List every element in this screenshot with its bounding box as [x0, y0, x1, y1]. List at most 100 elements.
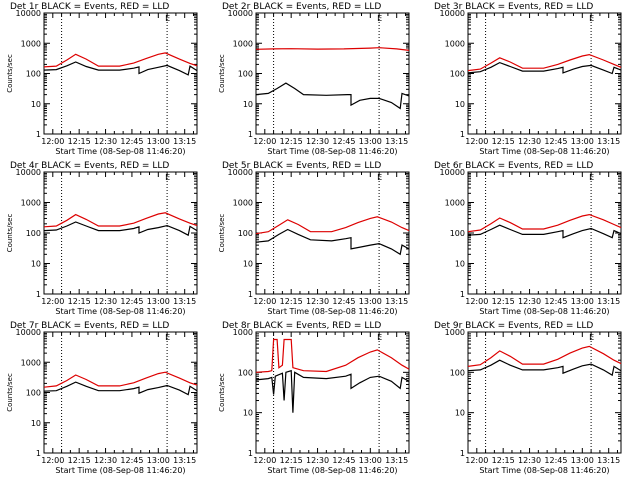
x-tick-label: 12:15: [280, 456, 303, 465]
y-axis-label: Counts/sec: [218, 54, 226, 93]
x-tick-label: 12:45: [544, 137, 567, 146]
y-tick-label: 10000: [16, 9, 41, 18]
x-tick-label: 12:45: [120, 137, 143, 146]
x-tick-label: 12:00: [253, 137, 276, 146]
panel-title: Det 9r BLACK = Events, RED = LLD: [434, 321, 593, 331]
panel-det-2: Det 2r BLACK = Events, RED = LLD 1 10 100 10…: [218, 2, 410, 156]
x-axis-label: Start Time (08-Sep-08 11:46:20): [55, 307, 185, 316]
series-events-black: [467, 224, 622, 239]
panel-det-1: Det 1r BLACK = Events, RED = LLD 1 10 100 10…: [6, 2, 198, 156]
x-tick-label: 12:00: [41, 297, 64, 306]
x-tick-label: 12:00: [41, 137, 64, 146]
y-tick-label: 1: [460, 449, 465, 458]
x-tick-label: 13:15: [385, 456, 408, 465]
y-tick-label: 10: [31, 419, 41, 428]
x-tick-label: 12:30: [94, 297, 117, 306]
x-axis-label: Start Time (08-Sep-08 11:46:20): [55, 466, 185, 475]
y-tick-label: 100: [26, 389, 41, 398]
y-tick-label: 1: [460, 290, 465, 299]
y-tick-label: 100: [26, 229, 41, 238]
panel-det-5: Det 5r BLACK = Events, RED = LLD 1 10 100 10…: [218, 161, 410, 316]
series-events-black: [43, 381, 198, 396]
x-axis-label: Start Time (08-Sep-08 11:46:20): [479, 466, 609, 475]
x-tick-label: 12:00: [253, 297, 276, 306]
series-lld-red: [467, 53, 622, 72]
series-lld-red: [43, 52, 198, 68]
y-axis-label: Counts/sec: [6, 54, 14, 93]
panel-title: Det 6r BLACK = Events, RED = LLD: [434, 161, 593, 171]
x-tick-label: 12:30: [306, 137, 329, 146]
y-axis-label: Counts/sec: [6, 373, 14, 412]
series-lld-red: [255, 338, 410, 373]
y-axis-label: Counts/sec: [6, 214, 14, 253]
y-tick-label: 1: [36, 290, 41, 299]
x-tick-label: 12:00: [253, 456, 276, 465]
panel-title: Det 3r BLACK = Events, RED = LLD: [434, 2, 593, 12]
x-tick-label: 13:00: [147, 297, 170, 306]
y-tick-label: 100: [238, 70, 253, 79]
plot-frame: [255, 331, 410, 454]
plot-frame: [255, 171, 410, 295]
y-tick-label: 100: [450, 368, 465, 377]
y-axis-label: Counts/sec: [218, 373, 226, 412]
panel-title: Det 5r BLACK = Events, RED = LLD: [222, 161, 381, 171]
panel-det-9: Det 9r BLACK = Events, RED = LLD 1 10 100 10…: [434, 321, 622, 475]
x-tick-label: 13:00: [359, 297, 382, 306]
e-marker: E: [589, 333, 594, 342]
y-tick-label: 10: [455, 260, 465, 269]
y-tick-label: 10: [455, 100, 465, 109]
series-lld-red: [43, 371, 198, 388]
panel-title: Det 1r BLACK = Events, RED = LLD: [10, 2, 169, 12]
x-tick-label: 12:15: [492, 297, 515, 306]
x-axis-label: Start Time (08-Sep-08 11:46:20): [267, 307, 397, 316]
panel-det-6: Det 6r BLACK = Events, RED = LLD 1 10 100 10…: [434, 161, 622, 316]
plot-frame: [255, 12, 410, 135]
series-events-black: [255, 369, 410, 413]
x-tick-label: 13:00: [359, 456, 382, 465]
y-tick-label: 1000: [233, 328, 253, 337]
x-tick-label: 13:15: [597, 456, 620, 465]
x-tick-label: 13:00: [571, 297, 594, 306]
x-tick-label: 12:45: [120, 297, 143, 306]
y-axis-label: Counts/sec: [218, 214, 226, 253]
x-tick-label: 13:15: [173, 137, 196, 146]
series-lld-red: [255, 47, 410, 51]
y-tick-label: 100: [26, 70, 41, 79]
x-tick-label: 12:45: [332, 137, 355, 146]
x-tick-label: 12:45: [332, 456, 355, 465]
e-marker: E: [165, 333, 170, 342]
y-tick-label: 1: [36, 130, 41, 139]
y-tick-label: 1: [248, 130, 253, 139]
plot-frame: [467, 12, 622, 135]
y-tick-label: 10: [455, 409, 465, 418]
panel-det-7: Det 7r BLACK = Events, RED = LLD 1 10 100 10…: [6, 321, 198, 475]
x-axis-label: Start Time (08-Sep-08 11:46:20): [267, 147, 397, 156]
series-events-black: [467, 359, 622, 377]
y-tick-label: 100: [238, 229, 253, 238]
x-tick-label: 13:15: [173, 297, 196, 306]
y-tick-label: 1000: [233, 199, 253, 208]
x-tick-label: 13:00: [359, 137, 382, 146]
panel-det-4: Det 4r BLACK = Events, RED = LLD 1 10 100 10…: [6, 161, 198, 316]
x-tick-label: 13:00: [147, 456, 170, 465]
y-tick-label: 10000: [16, 328, 41, 337]
x-tick-label: 12:30: [518, 297, 541, 306]
y-tick-label: 10000: [228, 9, 253, 18]
y-tick-label: 1000: [445, 328, 465, 337]
x-tick-label: 12:45: [332, 297, 355, 306]
panel-title: Det 7r BLACK = Events, RED = LLD: [10, 321, 169, 331]
y-tick-label: 1000: [21, 39, 41, 48]
e-marker: E: [165, 173, 170, 182]
e-marker: E: [589, 14, 594, 23]
y-tick-label: 10: [31, 100, 41, 109]
plot-frame: [467, 331, 622, 454]
plot-frame: [43, 12, 198, 135]
panel-title: Det 2r BLACK = Events, RED = LLD: [222, 2, 381, 12]
y-tick-label: 10: [243, 260, 253, 269]
x-tick-label: 12:15: [492, 137, 515, 146]
x-tick-label: 12:15: [68, 137, 91, 146]
y-tick-label: 10: [243, 409, 253, 418]
y-tick-label: 10000: [228, 168, 253, 177]
y-tick-label: 1: [460, 130, 465, 139]
